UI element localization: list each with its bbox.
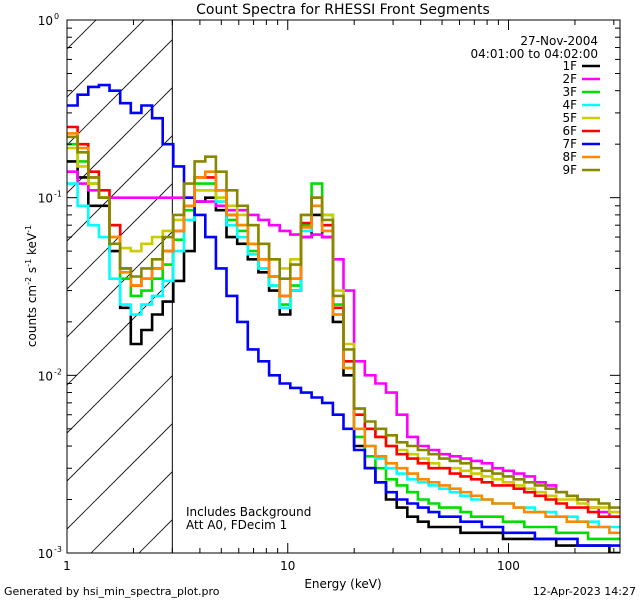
y-tick-exponent: -2 [54,367,62,376]
hatch-line [67,39,173,146]
y-tick-exponent: 0 [54,12,59,21]
hatch-line [475,0,640,553]
hatch-line [67,279,173,386]
series-7F [67,83,620,547]
legend-label-3F: 3F [562,85,577,99]
y-tick-label: 10 [38,547,53,561]
hatch-line [67,423,173,530]
y-tick-exponent: -1 [54,190,62,199]
x-tick-label: 1 [63,559,71,573]
hatch-line [67,231,173,338]
plot-frame [66,19,621,554]
chart-title: Count Spectra for RHESSI Front Segments [196,2,490,18]
hatch-line [0,0,115,553]
legend-label-2F: 2F [562,72,577,86]
hatch-line [427,0,640,553]
legend: 27-Nov-2004 04:01:00 to 04:02:00 1F2F3F4… [471,34,600,177]
hatch-line [67,375,173,482]
legend-label-6F: 6F [562,124,577,138]
y-tick-label: 10 [38,369,53,383]
legend-label-7F: 7F [562,137,577,151]
y-axis-label: counts cm-2 s-1 keV-1 [24,225,39,347]
hatch-line [67,20,145,98]
footer-generator: Generated by hsi_min_spectra_plot.pro [4,585,220,598]
legend-label-1F: 1F [562,59,577,73]
hatch-line [67,183,173,290]
x-axis-label: Energy (keV) [304,577,381,591]
legend-time-range: 04:01:00 to 04:02:00 [471,47,598,61]
hatch-lines [0,0,640,553]
series-5F [67,146,620,514]
series-9F [67,135,620,509]
annotation-attenuator: Att A0, FDecim 1 [186,518,287,532]
x-tick-label: 10 [280,559,295,573]
y-tick-label: 10 [38,192,53,206]
series-3F [67,142,620,541]
x-tick-label: 100 [497,559,520,573]
y-tick-label: 10 [38,14,53,28]
footer-timestamp: 12-Apr-2023 14:27 [532,585,636,598]
legend-label-5F: 5F [562,111,577,125]
legend-label-8F: 8F [562,150,577,164]
hatch-line [235,0,640,553]
legend-label-9F: 9F [562,163,577,177]
hatch-line [523,0,640,553]
hatch-line [619,0,640,553]
legend-date: 27-Nov-2004 [520,34,598,48]
hatch-line [571,0,640,553]
legend-label-4F: 4F [562,98,577,112]
annotation-background: Includes Background [186,505,311,519]
excluded-region [0,0,640,553]
hatch-line [67,87,173,194]
series-layer [67,83,620,553]
y-tick-exponent: -3 [54,545,62,554]
